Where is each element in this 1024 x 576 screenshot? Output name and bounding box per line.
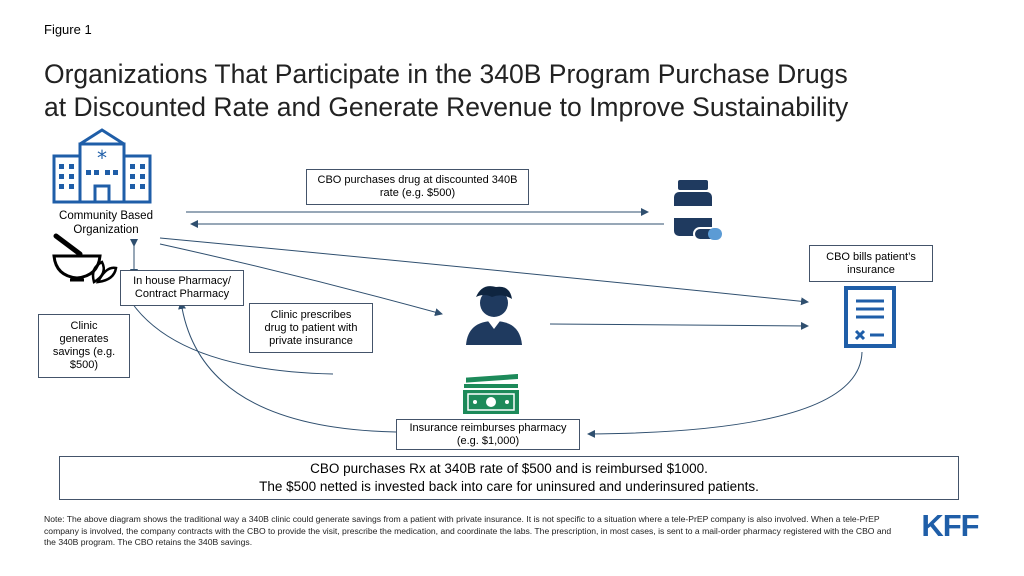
pharmacy-box: In house Pharmacy/ Contract Pharmacy — [120, 270, 244, 306]
purchase-line-1: CBO purchases drug at discounted 340B — [317, 174, 518, 186]
cbo-label: Community Based Organization — [42, 209, 170, 237]
savings-line-1: Clinic — [70, 320, 98, 332]
summary-box: CBO purchases Rx at 340B rate of $500 an… — [59, 456, 959, 500]
chart-title: Organizations That Participate in the 34… — [44, 58, 1004, 124]
pharmacy-label-line-2: Contract Pharmacy — [134, 288, 230, 300]
svg-text:*: * — [97, 146, 107, 170]
arrow-reimburse-to-pharmacy — [178, 301, 397, 433]
purchase-box: CBO purchases drug at discounted 340B ra… — [306, 169, 529, 205]
prescribes-line-2: drug to patient with — [264, 321, 358, 334]
medication-bottle-icon — [674, 180, 723, 241]
hospital-icon: * — [52, 128, 152, 204]
kff-logo: KFF — [921, 508, 979, 542]
footnote: Note: The above diagram shows the tradit… — [44, 514, 892, 547]
patient-icon — [466, 286, 522, 345]
arrow-bills-to-reimburse — [587, 351, 863, 438]
prescribes-line-1: Clinic prescribes — [270, 308, 352, 321]
arrow-patient-to-bills — [549, 321, 809, 330]
bills-box: CBO bills patient’s insurance — [809, 245, 933, 282]
figure-label: Figure 1 — [44, 22, 92, 37]
insurance-document-icon — [844, 286, 896, 348]
summary-line-1: CBO purchases Rx at 340B rate of $500 an… — [310, 461, 708, 476]
title-line-1: Organizations That Participate in the 34… — [44, 59, 848, 89]
savings-box: Clinic generates savings (e.g. $500) — [38, 314, 130, 378]
bills-line-2: insurance — [847, 263, 895, 276]
reimburse-box: Insurance reimburses pharmacy (e.g. $1,0… — [396, 419, 580, 450]
reimburse-line-2: (e.g. $1,000) — [456, 434, 520, 447]
arrow-cbo-to-bills — [159, 237, 809, 306]
arrow-cbo-to-patient — [159, 243, 443, 317]
money-icon — [463, 374, 519, 414]
savings-line-3: savings (e.g. — [52, 346, 116, 358]
mortar-pestle-icon — [52, 233, 118, 284]
summary-line-2: The $500 netted is invested back into ca… — [259, 479, 759, 494]
prescribes-line-3: private insurance — [269, 334, 353, 347]
kff-logo-text: KFF — [921, 508, 978, 542]
cbo-label-line-1: Community Based — [59, 210, 153, 222]
savings-line-4: $500) — [69, 359, 99, 371]
prescribes-box: Clinic prescribes drug to patient with p… — [249, 303, 373, 353]
savings-line-2: generates — [59, 333, 109, 345]
cbo-label-line-2: Organization — [73, 224, 139, 236]
bills-line-1: CBO bills patient’s — [826, 250, 916, 263]
purchase-line-2: rate (e.g. $500) — [379, 187, 456, 199]
title-line-2: at Discounted Rate and Generate Revenue … — [44, 92, 849, 122]
reimburse-line-1: Insurance reimburses pharmacy — [409, 421, 567, 434]
pharmacy-label-line-1: In house Pharmacy/ — [133, 275, 231, 287]
